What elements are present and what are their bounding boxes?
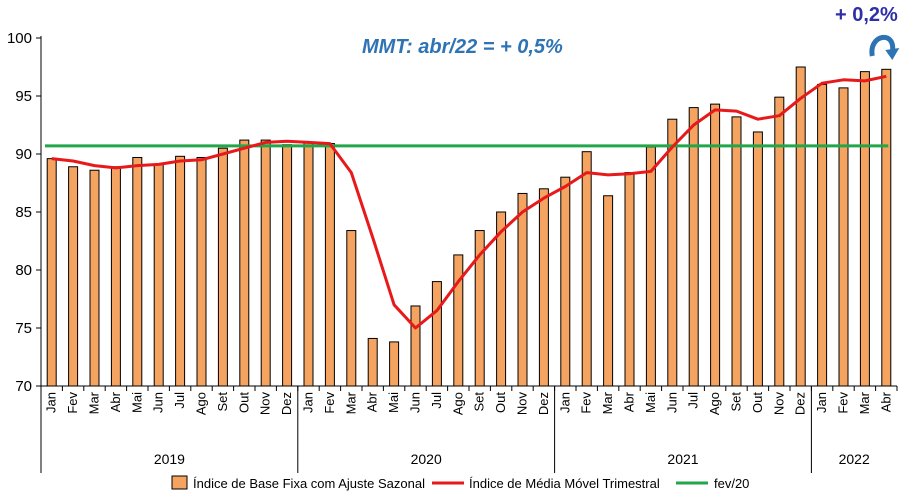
month-label: Jan [557,392,572,413]
y-tick-label: 80 [15,262,32,279]
bar [110,166,121,387]
bar [282,144,293,387]
month-label: Dez [536,392,551,415]
month-label: Mai [643,392,658,413]
month-label: Fev [322,392,337,414]
bar [196,156,207,387]
bar [410,305,421,387]
month-label: Jan [301,392,316,413]
month-label: Nov [515,392,530,416]
month-label: Set [472,392,487,412]
month-label: Mar [343,391,358,414]
bar [667,118,678,387]
bar [688,107,699,387]
month-label: Dez [793,392,808,415]
bar [538,188,549,387]
bar [795,66,806,387]
month-label: Jan [814,392,829,413]
month-label: Ago [707,392,722,415]
bar [367,337,378,387]
bar [303,141,314,387]
month-label: Mar [87,391,102,414]
mmt-annotation: MMT: abr/22 = + 0,5% [362,36,563,58]
month-label: Nov [258,392,273,416]
y-tick-label: 90 [15,146,32,163]
bar [68,166,79,387]
month-label: Ago [194,392,209,415]
legend-swatch-bars [171,475,188,490]
y-tick-label: 95 [15,88,32,105]
bar [560,176,571,387]
month-label: Fev [579,392,594,414]
month-label: Dez [279,392,294,415]
bar [46,158,57,387]
y-tick-label: 100 [7,30,32,47]
y-tick-label: 85 [15,204,32,221]
month-label: Jul [429,392,444,409]
bar [431,281,442,387]
month-label: Abr [108,391,123,412]
bar [132,156,143,387]
bar [817,83,828,387]
bar [496,211,507,387]
year-label: 2021 [667,451,698,467]
bar [881,68,892,387]
bar [752,131,763,387]
moving-average-line [51,74,887,330]
month-label: Mai [386,392,401,413]
bar [239,139,250,387]
month-label: Set [729,392,744,412]
month-label: Nov [771,392,786,416]
bar [731,116,742,387]
bar [453,254,464,387]
bar [175,155,186,387]
month-label: Jul [172,392,187,409]
bar [517,192,528,387]
month-label: Ago [450,392,465,415]
month-label: Abr [622,391,637,412]
curved-arrow-icon [869,34,896,57]
y-tick-label: 70 [15,378,32,395]
month-label: Fev [836,392,851,414]
month-label: Abr [878,391,893,412]
bar [838,87,849,387]
bar [581,151,592,387]
bar [324,143,335,387]
bar [624,172,635,387]
month-label: Set [215,392,230,412]
month-label: Out [236,392,251,413]
month-label: Mar [600,391,615,414]
legend-label-bars: Índice de Base Fixa com Ajuste Sazonal [193,476,425,491]
bar [346,230,357,387]
legend-label-reference: fev/20 [714,476,749,491]
month-label: Jan [44,392,59,413]
monthly-change-annotation: + 0,2% [835,4,898,26]
bar [89,169,100,387]
month-label: Out [750,392,765,413]
month-label: Mai [129,392,144,413]
bar [774,96,785,387]
bar [217,147,228,387]
bar [260,139,271,387]
year-label: 2020 [411,451,442,467]
month-label: Mar [857,391,872,414]
month-label: Jun [664,392,679,413]
year-label: 2022 [839,451,870,467]
month-label: Jun [408,392,423,413]
bar [389,341,400,387]
bar [153,163,164,387]
y-tick-label: 75 [15,320,32,337]
bar [859,71,870,387]
month-label: Abr [365,391,380,412]
month-label: Jun [151,392,166,413]
month-label: Jul [686,392,701,409]
arrow-head-icon [885,48,900,60]
year-label: 2019 [154,451,185,467]
month-label: Fev [65,392,80,414]
bar [645,146,656,387]
legend-label-moving-average: Índice de Média Móvel Trimestral [469,476,660,491]
bar [603,195,614,387]
month-label: Out [493,392,508,413]
